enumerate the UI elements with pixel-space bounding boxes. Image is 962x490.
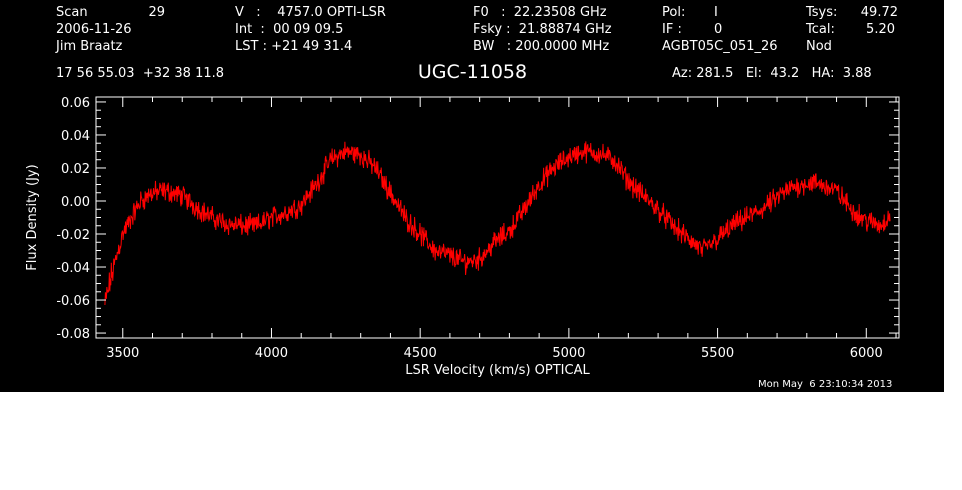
x-tick-label: 4500 bbox=[404, 346, 437, 361]
scan-number: 29 bbox=[148, 5, 165, 20]
label-layer: 3500 4000 4500 5000 5500 6000 -0.08 -0.06 -0.04 -… bbox=[25, 96, 883, 378]
integration-time: Int : 00 09 09.5 bbox=[235, 22, 344, 37]
polarization-label: Pol: bbox=[662, 5, 686, 20]
spectrum-series-0 bbox=[104, 141, 891, 306]
y-tick-label: 0.02 bbox=[61, 162, 90, 177]
tcal-value: 5.20 bbox=[866, 22, 895, 37]
y-tick-label: -0.08 bbox=[56, 327, 90, 342]
observer-name: Jim Braatz bbox=[56, 39, 123, 54]
y-tick-label: -0.02 bbox=[56, 228, 90, 243]
source-coordinates: 17 56 55.03 +32 38 11.8 bbox=[56, 66, 225, 81]
plot-window: Scan 29 2006-11-26 Jim Braatz V : 4757.0… bbox=[0, 0, 944, 392]
polarization-value: I bbox=[714, 5, 718, 20]
switching-mode: Nod bbox=[806, 39, 832, 54]
y-tick-label: 0.04 bbox=[61, 129, 90, 144]
x-tick-label: 5000 bbox=[552, 346, 585, 361]
x-tick-label: 5500 bbox=[701, 346, 734, 361]
trace-layer bbox=[104, 141, 891, 306]
tsys-value: 49.72 bbox=[860, 5, 898, 20]
y-tick-label: -0.04 bbox=[56, 261, 90, 276]
y-axis-label: Flux Density (Jy) bbox=[25, 164, 40, 270]
x-tick-label: 3500 bbox=[106, 346, 139, 361]
spectrum-chart: 3500 4000 4500 5000 5500 6000 -0.08 -0.06 -0.04 -… bbox=[25, 96, 900, 378]
if-label: IF : bbox=[662, 22, 682, 37]
y-tick-label: 0.00 bbox=[61, 195, 90, 210]
project-id: AGBT05C_051_26 bbox=[662, 39, 778, 54]
velocity-readout: V : 4757.0 OPTI-LSR bbox=[235, 5, 386, 20]
obs-date: 2006-11-26 bbox=[56, 22, 132, 37]
axis-layer bbox=[95, 96, 900, 339]
x-tick-label: 4000 bbox=[255, 346, 288, 361]
y-tick-label: -0.06 bbox=[56, 294, 90, 309]
tcal-label: Tcal: bbox=[806, 22, 835, 37]
tsys-label: Tsys: bbox=[806, 5, 838, 20]
x-tick-label: 6000 bbox=[850, 346, 883, 361]
scan-label: Scan bbox=[56, 5, 88, 20]
sky-frequency: Fsky : 21.88874 GHz bbox=[473, 22, 612, 37]
render-timestamp: Mon May 6 23:10:34 2013 bbox=[758, 379, 893, 390]
rest-frequency: F0 : 22.23508 GHz bbox=[473, 5, 607, 20]
az-el-ha-readout: Az: 281.5 El: 43.2 HA: 3.88 bbox=[672, 66, 872, 81]
source-title: UGC-11058 bbox=[417, 61, 528, 83]
if-value: 0 bbox=[714, 22, 723, 37]
lst-readout: LST : +21 49 31.4 bbox=[235, 39, 353, 54]
y-tick-label: 0.06 bbox=[61, 96, 90, 111]
x-axis-label: LSR Velocity (km/s) OPTICAL bbox=[405, 363, 590, 378]
bandwidth: BW : 200.0000 MHz bbox=[473, 39, 610, 54]
